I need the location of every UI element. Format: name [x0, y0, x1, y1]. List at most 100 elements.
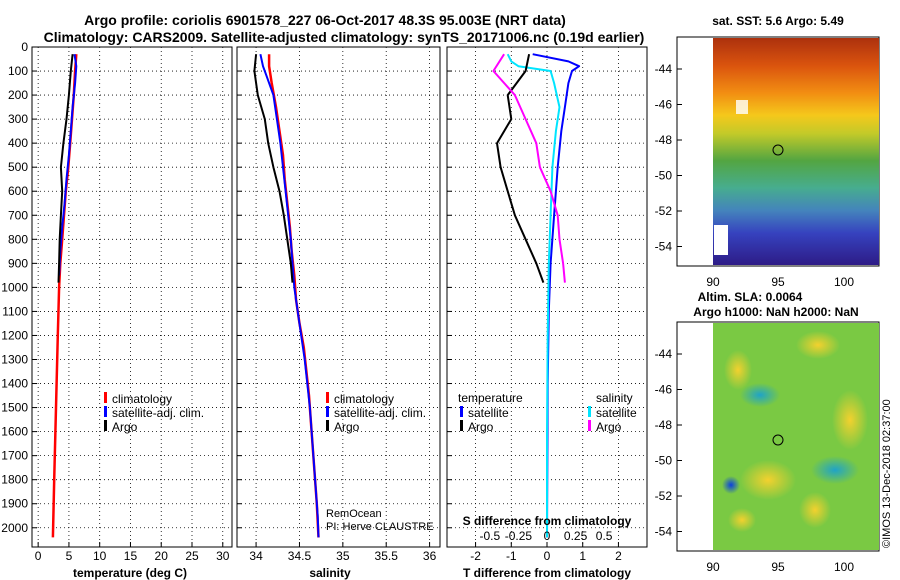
sst-map: sat. SST: 5.6 Argo: 5.49 -44 -46 -48 -50 -52… [655, 14, 880, 289]
salinity-plot-frame [236, 46, 441, 548]
depth-tick-label: 900 [8, 256, 28, 270]
sla-blob [740, 383, 780, 407]
map-lat-label: -50 [655, 454, 673, 468]
map-lon-label: 100 [834, 560, 854, 574]
map-lon-label: 95 [771, 560, 785, 574]
depth-tick-label: 1800 [1, 473, 28, 487]
s-diff-tick-label: 0.5 [596, 529, 613, 543]
sst-missing-patch [736, 100, 748, 114]
depth-tick-label: 0 [21, 40, 28, 54]
depth-tick-label: 700 [8, 208, 28, 222]
legend-temp-argo: Argo [468, 420, 494, 434]
sla-blob [722, 476, 740, 494]
remocean-label: RemOcean [326, 508, 382, 520]
legend-swatch-satellite [104, 406, 107, 417]
s-difference-label: S difference from climatology [463, 514, 632, 528]
x-tick-label: 0 [35, 549, 42, 563]
legend-argo: Argo [112, 420, 138, 434]
legend-sal-satellite: satellite [596, 406, 637, 420]
series-line-salinity-satellite [506, 53, 561, 538]
series-line-satellite-adj-clim- [259, 53, 320, 538]
legend-temp-satellite: satellite [468, 406, 509, 420]
map-lat-label: -48 [655, 418, 673, 432]
series-line-argo [253, 54, 294, 283]
sst-field [713, 38, 879, 265]
depth-tick-label: 300 [8, 112, 28, 126]
depth-tick-label: 200 [8, 88, 28, 102]
s-diff-tick-label: 0 [544, 529, 551, 543]
x-tick-label: 0 [544, 549, 551, 563]
legend-swatch-climatology [326, 392, 329, 403]
x-tick-label: 25 [185, 549, 199, 563]
map-lat-label: -48 [655, 133, 673, 147]
sla-blob [811, 456, 859, 484]
sla-blob [799, 492, 831, 528]
legend-swatch-satellite [326, 406, 329, 417]
sst-texture [713, 38, 879, 265]
map-lat-label: -50 [655, 169, 673, 183]
x-tick-label: 35 [336, 549, 350, 563]
depth-tick-label: 1500 [1, 401, 28, 415]
depth-axis: 0 100 200 300 400 500 600 700 800 900 1000 1100 1200… [1, 40, 28, 535]
sla-blob [728, 508, 756, 532]
t-difference-label: T difference from climatology [463, 566, 631, 580]
depth-tick-label: 1600 [1, 425, 28, 439]
x-tick-label: 34 [249, 549, 263, 563]
temperature-panel: 0 5 10 15 20 25 30 temperature (deg C) climato… [31, 46, 233, 580]
depth-tick-label: 1000 [1, 280, 28, 294]
depth-tick-label: 100 [8, 64, 28, 78]
imos-credit: ©IMOS 13-Dec-2018 02:37:00 [881, 399, 893, 548]
sla-map-title: Altim. SLA: 0.0064 [698, 290, 803, 304]
depth-tick-label: 1900 [1, 497, 28, 511]
map-lat-label: -44 [655, 347, 673, 361]
x-tick-label: 36 [423, 549, 437, 563]
map-lat-label: -52 [655, 489, 673, 503]
sla-blob [740, 460, 796, 500]
legend-swatch-temp-argo [460, 420, 463, 431]
s-diff-tick-label: -0.5 [480, 529, 501, 543]
legend-climatology: climatology [334, 392, 394, 406]
depth-tick-label: 1400 [1, 377, 28, 391]
x-tick-label: 2 [615, 549, 622, 563]
depth-tick-label: 500 [8, 160, 28, 174]
temperature-plot-frame [31, 46, 233, 548]
x-tick-label: 34.5 [288, 549, 312, 563]
map-lon-label: 90 [706, 275, 720, 289]
map-lon-label: 100 [834, 275, 854, 289]
salinity-legend: climatology satellite-adj. clim. Argo [326, 392, 426, 434]
sla-blob [832, 390, 868, 450]
series-line-salinity-argo [492, 53, 566, 283]
x-tick-label: 35.5 [375, 549, 399, 563]
legend-swatch-sal-satellite [588, 406, 591, 417]
legend-climatology: climatology [112, 392, 172, 406]
depth-tick-label: 1100 [2, 304, 28, 318]
series-line-satellite-adj-clim- [58, 54, 78, 276]
map-lat-label: -54 [655, 525, 673, 539]
sla-blob [724, 350, 752, 390]
x-tick-label: 1 [579, 549, 586, 563]
depth-tick-label: 1200 [1, 328, 28, 342]
legend-swatch-argo [326, 420, 329, 431]
salinity-panel: 34 34.5 35 35.5 36 salinity climatology sate… [236, 46, 441, 580]
argo-location-marker [772, 434, 784, 446]
map-lat-label: -46 [655, 383, 673, 397]
depth-tick-label: 2000 [1, 521, 28, 535]
salinity-xlabel: salinity [309, 566, 351, 580]
depth-tick-label: 1700 [1, 449, 28, 463]
map-lat-label: -44 [655, 62, 673, 76]
depth-tick-label: 1300 [1, 353, 28, 367]
depth-tick-label: 600 [8, 184, 28, 198]
x-tick-label: 15 [124, 549, 138, 563]
s-diff-tick-label: 0.25 [564, 529, 588, 543]
series-line-temperature-argo [496, 53, 545, 283]
map-lon-label: 90 [706, 560, 720, 574]
x-tick-label: 20 [155, 549, 169, 563]
legend-satellite: satellite-adj. clim. [112, 406, 204, 420]
map-lat-label: -52 [655, 204, 673, 218]
legend-swatch-climatology [104, 392, 107, 403]
sst-land-mask [714, 225, 728, 255]
map-lat-label: -54 [655, 240, 673, 254]
legend-title-temperature: temperature [458, 391, 523, 405]
x-tick-label: 5 [66, 549, 73, 563]
